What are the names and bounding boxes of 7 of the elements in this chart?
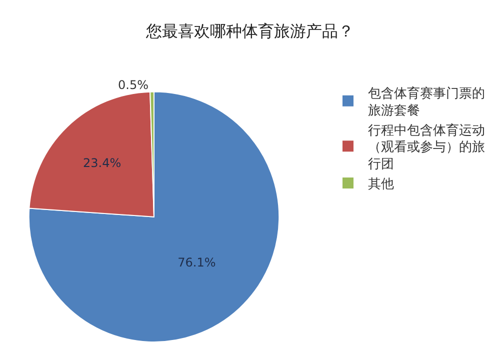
data-label: 76.1% [178,256,216,270]
legend-label: 行程中包含体育运动（观看或参与）的旅行团 [368,122,485,172]
data-label: 0.5% [118,78,149,92]
legend-label: 包含体育赛事门票的旅游套餐 [368,86,485,118]
data-label: 23.4% [82,156,122,170]
legend-label: 其他 [368,177,394,192]
chart-title: 您最喜欢哪种体育旅游产品？ [145,22,354,41]
